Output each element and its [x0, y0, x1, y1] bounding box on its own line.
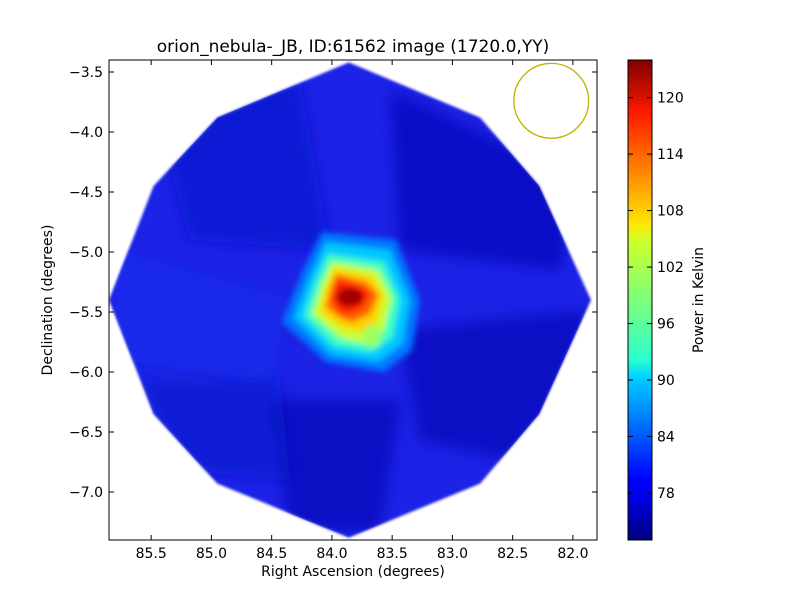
- y-axis-title: Declination (degrees): [40, 225, 56, 376]
- colorbar-tick-label: 120: [657, 91, 684, 107]
- x-tick-label: 82.5: [497, 546, 528, 562]
- y-tick-label: −3.5: [69, 65, 103, 81]
- x-tick-label: 84.5: [256, 546, 287, 562]
- x-tick-label: 85.0: [196, 546, 227, 562]
- colorbar-ticks: 78 84 90 96 102 108 114 120: [628, 91, 684, 502]
- y-tick-label: −5.0: [69, 245, 103, 261]
- x-tick-label: 84.0: [316, 546, 347, 562]
- y-tick-label: −5.5: [69, 305, 103, 321]
- colorbar-title: Power in Kelvin: [691, 247, 707, 353]
- dark-lobe-south: [270, 400, 400, 530]
- y-tick-label: −4.5: [69, 185, 103, 201]
- colorbar-tick-label: 108: [657, 204, 684, 220]
- axes-frame: [108, 59, 598, 541]
- secondary-knot: [363, 325, 381, 347]
- y-axis-ticks: −3.5 −4.0 −4.5 −5.0 −5.5 −6.0 −6.5 −7.0: [69, 65, 597, 501]
- x-tick-label: 82.0: [557, 546, 588, 562]
- beam-circle: [513, 62, 590, 139]
- emission-core: [282, 232, 420, 372]
- colorbar-tick-label: 78: [657, 486, 675, 502]
- plot-area: [109, 60, 597, 540]
- dark-lobe-northwest: [390, 90, 580, 270]
- x-tick-label: 83.0: [437, 546, 468, 562]
- colorbar-tick-label: 102: [657, 260, 684, 276]
- y-tick-label: −7.0: [69, 485, 103, 501]
- colorbar-tick-label: 90: [657, 373, 675, 389]
- colorbar: 78 84 90 96 102 108 114 120 Power in Kelvin: [627, 59, 707, 541]
- dark-lobe-east: [115, 250, 290, 380]
- x-tick-label: 83.5: [377, 546, 408, 562]
- y-tick-label: −6.0: [69, 365, 103, 381]
- colorbar-tick-label: 84: [657, 429, 675, 445]
- x-axis-title: Right Ascension (degrees): [261, 564, 445, 580]
- y-tick-label: −4.0: [69, 125, 103, 141]
- colorbar-tick-label: 114: [657, 147, 684, 163]
- colorbar-tick-label: 96: [657, 317, 675, 333]
- x-axis-ticks: 85.5 85.0 84.5 84.0 83.5 83.0 82.5 82.0: [136, 60, 588, 562]
- peak-122: [337, 288, 363, 306]
- y-tick-label: −6.5: [69, 425, 103, 441]
- chart-title: orion_nebula-_JB, ID:61562 image (1720.0…: [157, 37, 549, 57]
- colorbar-gradient: [627, 59, 653, 541]
- x-tick-label: 85.5: [136, 546, 167, 562]
